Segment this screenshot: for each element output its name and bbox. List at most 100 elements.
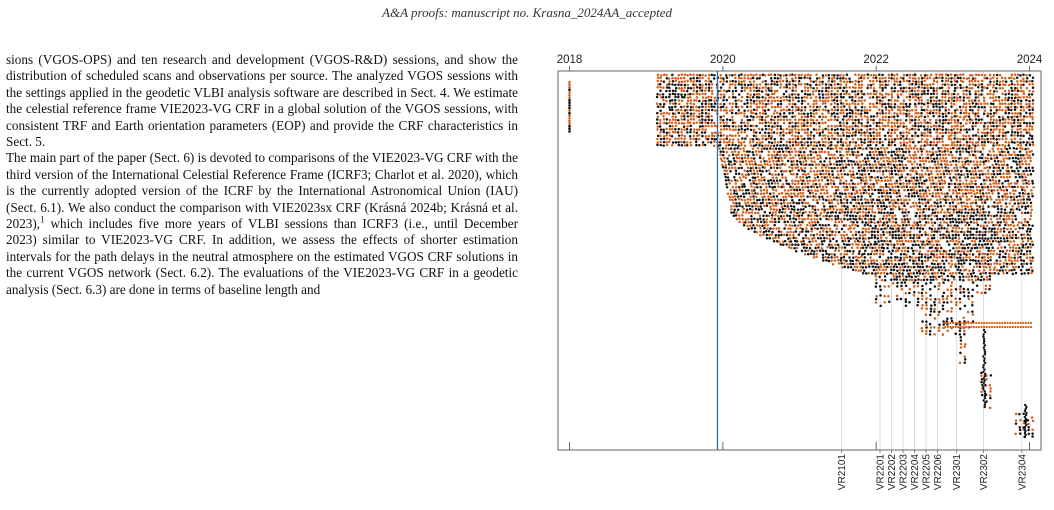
observation-dot [917, 80, 920, 83]
observation-dot [659, 76, 662, 79]
observation-dot [749, 115, 753, 118]
observation-dot [769, 147, 772, 150]
observation-dot [975, 185, 979, 189]
observation-dot [881, 224, 885, 227]
observation-dot [704, 86, 708, 90]
observation-dot [888, 220, 891, 224]
observation-dot [914, 115, 918, 119]
observation-dot [970, 176, 973, 180]
observation-dot [703, 143, 707, 147]
observation-dot [815, 83, 818, 87]
observation-dot [861, 243, 864, 247]
observation-dot [914, 77, 917, 80]
observation-dot [665, 83, 669, 87]
observation-dot [769, 163, 772, 167]
observation-dot [1024, 160, 1027, 163]
observation-dot [737, 76, 741, 80]
observation-dot [973, 150, 977, 153]
observation-dot [912, 233, 916, 237]
observation-dot [792, 217, 795, 220]
observation-dot [866, 223, 869, 227]
observation-dot [934, 124, 938, 128]
observation-dot [980, 144, 984, 147]
observation-dot [1002, 157, 1005, 160]
observation-dot [881, 80, 884, 84]
observation-dot [839, 179, 842, 182]
observation-dot [928, 166, 932, 169]
observation-dot [819, 172, 822, 176]
observation-dot [763, 74, 767, 77]
observation-dot [827, 135, 830, 138]
observation-dot [832, 192, 836, 195]
observation-dot [984, 159, 988, 163]
observation-dot [789, 172, 793, 176]
observation-dot [797, 141, 800, 144]
observation-dot [937, 240, 940, 243]
observation-dot [893, 137, 897, 141]
observation-dot [765, 233, 769, 237]
observation-dot [890, 115, 893, 119]
observation-dot [743, 86, 747, 89]
observation-dot [980, 89, 984, 92]
observation-dot [686, 118, 690, 122]
observation-dot [864, 221, 868, 224]
observation-dot [1003, 89, 1007, 93]
observation-dot [858, 189, 862, 192]
observation-dot [917, 128, 920, 131]
observation-dot [1024, 207, 1027, 211]
observation-dot [796, 194, 799, 198]
observation-dot [1007, 144, 1011, 147]
observation-dot [944, 99, 947, 103]
observation-dot [956, 198, 959, 201]
observation-dot [958, 179, 962, 183]
observation-dot [838, 159, 841, 163]
observation-dot [748, 160, 751, 163]
observation-dot [771, 173, 774, 176]
observation-dot [1004, 154, 1007, 157]
observation-dot [912, 227, 916, 230]
observation-dot [961, 73, 965, 76]
observation-dot [1017, 169, 1020, 173]
observation-dot [908, 179, 911, 183]
observation-dot [823, 236, 826, 240]
observation-dot [847, 227, 850, 231]
observation-dot [983, 74, 987, 77]
observation-dot [792, 201, 795, 205]
observation-dot [989, 185, 993, 189]
observation-dot [997, 195, 1000, 198]
observation-dot [777, 233, 780, 237]
observation-dot [851, 166, 855, 169]
observation-dot [751, 147, 755, 150]
observation-dot [789, 204, 793, 208]
observation-dot [958, 131, 962, 134]
observation-dot [743, 83, 747, 86]
observation-dot [885, 231, 889, 234]
observation-dot [770, 115, 774, 118]
observation-dot [740, 131, 743, 134]
observation-dot [833, 108, 837, 112]
observation-dot [692, 131, 696, 134]
observation-dot [741, 210, 745, 214]
observation-dot [880, 204, 883, 208]
observation-dot [938, 131, 942, 135]
observation-dot [776, 115, 780, 118]
observation-dot [965, 102, 968, 105]
observation-dot [992, 111, 996, 115]
observation-dot [1013, 243, 1016, 247]
observation-dot [1020, 205, 1024, 208]
observation-dot [833, 118, 836, 121]
observation-dot [683, 109, 687, 112]
observation-dot [924, 233, 927, 237]
observation-dot [926, 86, 929, 90]
observation-dot [850, 208, 854, 211]
observation-dot [849, 227, 852, 230]
observation-dot [774, 156, 777, 160]
observation-dot [998, 201, 1002, 204]
observation-dot [701, 83, 704, 87]
observation-dot [700, 102, 704, 105]
observation-dot [869, 73, 873, 77]
observation-dot [698, 119, 701, 122]
observation-dot [982, 179, 986, 182]
observation-dot [789, 188, 793, 192]
observation-dot [806, 137, 810, 140]
